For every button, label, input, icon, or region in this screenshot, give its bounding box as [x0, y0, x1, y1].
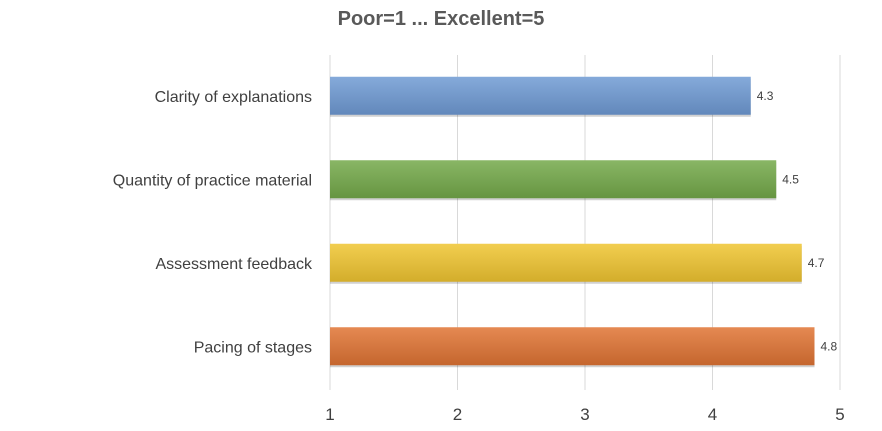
category-label: Assessment feedback	[155, 256, 313, 273]
bar	[330, 327, 815, 366]
chart-title: Poor=1 ... Excellent=5	[337, 8, 545, 30]
x-tick-label: 3	[580, 405, 589, 424]
bar	[330, 160, 777, 199]
x-tick-label: 2	[453, 405, 462, 424]
bar	[330, 243, 802, 282]
data-label: 4.3	[757, 89, 774, 103]
x-tick-label: 4	[708, 405, 717, 424]
data-label: 4.8	[821, 339, 838, 353]
category-label: Quantity of practice material	[113, 172, 312, 189]
x-tick-label: 1	[325, 405, 334, 424]
category-label: Pacing of stages	[194, 339, 312, 356]
category-label: Clarity of explanations	[155, 89, 312, 106]
data-label: 4.5	[782, 172, 799, 186]
bar	[330, 76, 751, 115]
x-tick-label: 5	[835, 405, 844, 424]
data-label: 4.7	[808, 256, 825, 270]
